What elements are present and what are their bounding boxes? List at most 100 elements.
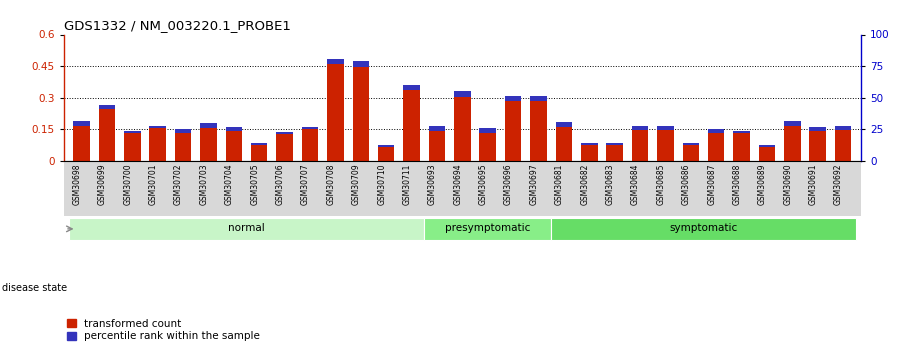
Bar bbox=[530, 96, 547, 101]
Text: GSM30681: GSM30681 bbox=[555, 164, 564, 205]
Text: GSM30697: GSM30697 bbox=[529, 164, 538, 205]
Text: GSM30710: GSM30710 bbox=[377, 164, 386, 205]
Bar bbox=[733, 131, 750, 134]
Bar bbox=[425, 217, 551, 240]
Bar bbox=[149, 128, 166, 161]
Bar bbox=[302, 129, 318, 161]
Bar bbox=[327, 59, 343, 64]
Text: GSM30685: GSM30685 bbox=[657, 164, 665, 205]
Bar bbox=[581, 145, 598, 161]
Bar bbox=[175, 134, 191, 161]
Text: GSM30682: GSM30682 bbox=[580, 164, 589, 205]
Text: GSM30690: GSM30690 bbox=[783, 164, 793, 205]
Bar bbox=[505, 101, 521, 161]
Bar bbox=[733, 134, 750, 161]
Text: GSM30687: GSM30687 bbox=[707, 164, 716, 205]
Text: GSM30683: GSM30683 bbox=[606, 164, 615, 205]
Bar bbox=[454, 91, 471, 97]
Text: presymptomatic: presymptomatic bbox=[445, 223, 530, 233]
Bar bbox=[556, 122, 572, 127]
Bar bbox=[327, 64, 343, 161]
Bar bbox=[551, 217, 855, 240]
Text: GSM30698: GSM30698 bbox=[73, 164, 82, 205]
Bar bbox=[556, 127, 572, 161]
Legend: transformed count, percentile rank within the sample: transformed count, percentile rank withi… bbox=[65, 317, 262, 343]
Bar bbox=[632, 130, 649, 161]
Bar bbox=[226, 127, 242, 131]
Bar bbox=[251, 145, 268, 161]
Bar bbox=[581, 143, 598, 145]
Text: GSM30709: GSM30709 bbox=[352, 164, 361, 205]
Bar bbox=[810, 131, 826, 161]
Text: GSM30696: GSM30696 bbox=[504, 164, 513, 205]
Bar bbox=[149, 126, 166, 128]
Bar bbox=[834, 130, 852, 161]
Bar bbox=[657, 126, 673, 130]
Text: GSM30700: GSM30700 bbox=[123, 164, 132, 205]
Bar bbox=[353, 61, 369, 67]
Text: GSM30684: GSM30684 bbox=[631, 164, 640, 205]
Text: symptomatic: symptomatic bbox=[670, 223, 738, 233]
Bar bbox=[759, 147, 775, 161]
Bar bbox=[479, 134, 496, 161]
Bar bbox=[98, 105, 115, 109]
Text: GSM30706: GSM30706 bbox=[276, 164, 284, 205]
Bar bbox=[226, 131, 242, 161]
Text: GSM30708: GSM30708 bbox=[326, 164, 335, 205]
Bar bbox=[810, 127, 826, 131]
Bar bbox=[429, 126, 445, 131]
Text: GSM30686: GSM30686 bbox=[681, 164, 691, 205]
Bar bbox=[834, 126, 852, 130]
Text: GSM30704: GSM30704 bbox=[225, 164, 234, 205]
Bar bbox=[276, 132, 292, 135]
Text: GSM30694: GSM30694 bbox=[454, 164, 463, 205]
Bar bbox=[378, 145, 394, 147]
Text: GSM30705: GSM30705 bbox=[251, 164, 260, 205]
Text: GDS1332 / NM_003220.1_PROBE1: GDS1332 / NM_003220.1_PROBE1 bbox=[64, 19, 291, 32]
Text: GSM30688: GSM30688 bbox=[732, 164, 742, 205]
Bar bbox=[454, 97, 471, 161]
Bar bbox=[73, 121, 90, 126]
Bar bbox=[175, 129, 191, 134]
Bar bbox=[682, 143, 699, 145]
Text: GSM30699: GSM30699 bbox=[97, 164, 107, 205]
Bar bbox=[200, 128, 217, 161]
Bar bbox=[378, 147, 394, 161]
Bar bbox=[302, 127, 318, 129]
Bar bbox=[276, 135, 292, 161]
Bar bbox=[607, 143, 623, 145]
Text: disease state: disease state bbox=[2, 283, 67, 293]
Text: GSM30711: GSM30711 bbox=[403, 164, 412, 205]
Bar bbox=[200, 124, 217, 128]
Text: GSM30692: GSM30692 bbox=[834, 164, 843, 205]
Text: GSM30695: GSM30695 bbox=[478, 164, 487, 205]
Bar bbox=[251, 143, 268, 145]
Bar bbox=[505, 96, 521, 101]
Bar bbox=[124, 134, 140, 161]
Text: GSM30689: GSM30689 bbox=[758, 164, 767, 205]
Bar bbox=[682, 145, 699, 161]
Bar bbox=[124, 131, 140, 134]
Bar bbox=[530, 101, 547, 161]
Bar bbox=[708, 134, 724, 161]
Bar bbox=[404, 90, 420, 161]
Text: GSM30702: GSM30702 bbox=[174, 164, 183, 205]
Bar bbox=[759, 145, 775, 147]
Bar bbox=[98, 109, 115, 161]
Text: GSM30707: GSM30707 bbox=[301, 164, 310, 205]
Bar bbox=[784, 121, 801, 126]
Bar bbox=[784, 126, 801, 161]
Text: normal: normal bbox=[228, 223, 265, 233]
Bar bbox=[353, 67, 369, 161]
Text: GSM30703: GSM30703 bbox=[200, 164, 209, 205]
Bar bbox=[632, 126, 649, 130]
Text: GSM30691: GSM30691 bbox=[809, 164, 818, 205]
Text: GSM30701: GSM30701 bbox=[148, 164, 158, 205]
Bar bbox=[429, 131, 445, 161]
Text: GSM30693: GSM30693 bbox=[428, 164, 437, 205]
Bar bbox=[657, 130, 673, 161]
Bar bbox=[607, 145, 623, 161]
Bar bbox=[479, 128, 496, 134]
Bar bbox=[69, 217, 425, 240]
Bar bbox=[404, 85, 420, 90]
